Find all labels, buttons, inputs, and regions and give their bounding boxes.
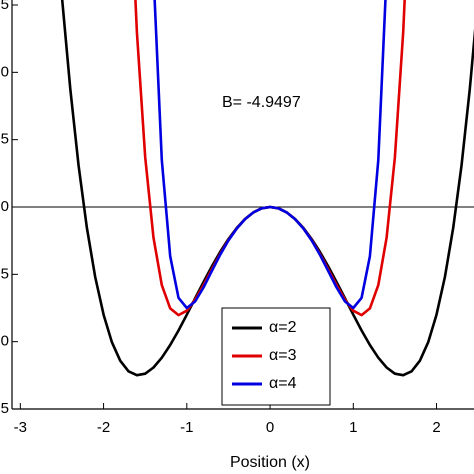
annotation: B= -4.9497	[222, 94, 301, 111]
y-tick-label: -15	[0, 400, 9, 417]
legend-label: α=3	[269, 347, 297, 364]
x-tick-label: 2	[432, 419, 440, 436]
legend-label: α=2	[269, 319, 297, 336]
x-tick-label: 0	[266, 419, 274, 436]
series-line	[153, 0, 387, 310]
y-tick-label: 0	[1, 198, 9, 215]
x-tick-label: -1	[180, 419, 193, 436]
x-tick-label: -3	[14, 419, 27, 436]
plot-area	[60, 0, 474, 377]
y-tick-label: -5	[0, 265, 9, 282]
y-tick-label: -10	[0, 333, 9, 350]
y-tick-label: 5	[1, 131, 9, 148]
x-axis-label: Position (x)	[230, 454, 310, 471]
legend-label: α=4	[269, 375, 297, 392]
y-tick-label: 15	[0, 0, 9, 13]
y-tick-label: 10	[0, 63, 9, 80]
x-tick-label: 1	[349, 419, 357, 436]
series-line	[134, 0, 406, 317]
x-tick-label: -2	[97, 419, 110, 436]
